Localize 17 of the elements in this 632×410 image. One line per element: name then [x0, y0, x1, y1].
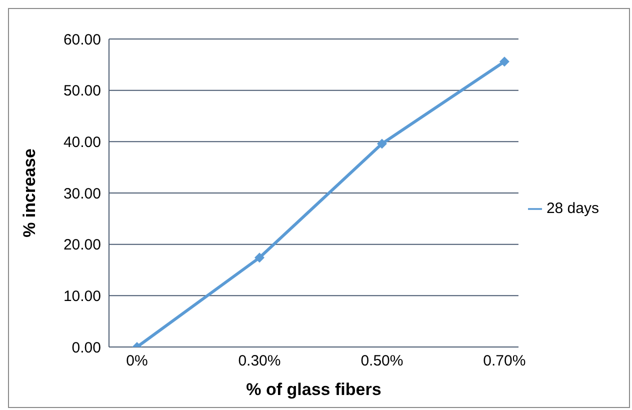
y-tick-label: 10.00: [63, 288, 101, 305]
legend-label: 28 days: [546, 200, 599, 216]
y-axis-title: % increase: [20, 148, 40, 238]
y-tick-label: 50.00: [63, 82, 101, 100]
x-tick-label: 0.70%: [483, 352, 526, 370]
x-tick-label: 0.50%: [360, 352, 404, 370]
y-tick-label: 20.00: [63, 236, 101, 254]
point: [254, 252, 264, 263]
x-tick-label: 0.30%: [238, 352, 281, 370]
point: [499, 56, 510, 67]
y-tick-label: 60.00: [63, 31, 101, 48]
y-tick-label: 40.00: [63, 134, 101, 151]
point: [376, 138, 387, 149]
y-tick-label: 0.00: [72, 339, 101, 356]
x-tick-label: 0%: [126, 352, 148, 370]
y-tick-label: 30.00: [63, 185, 101, 202]
x-axis-title: % of glass fibers: [246, 380, 382, 399]
